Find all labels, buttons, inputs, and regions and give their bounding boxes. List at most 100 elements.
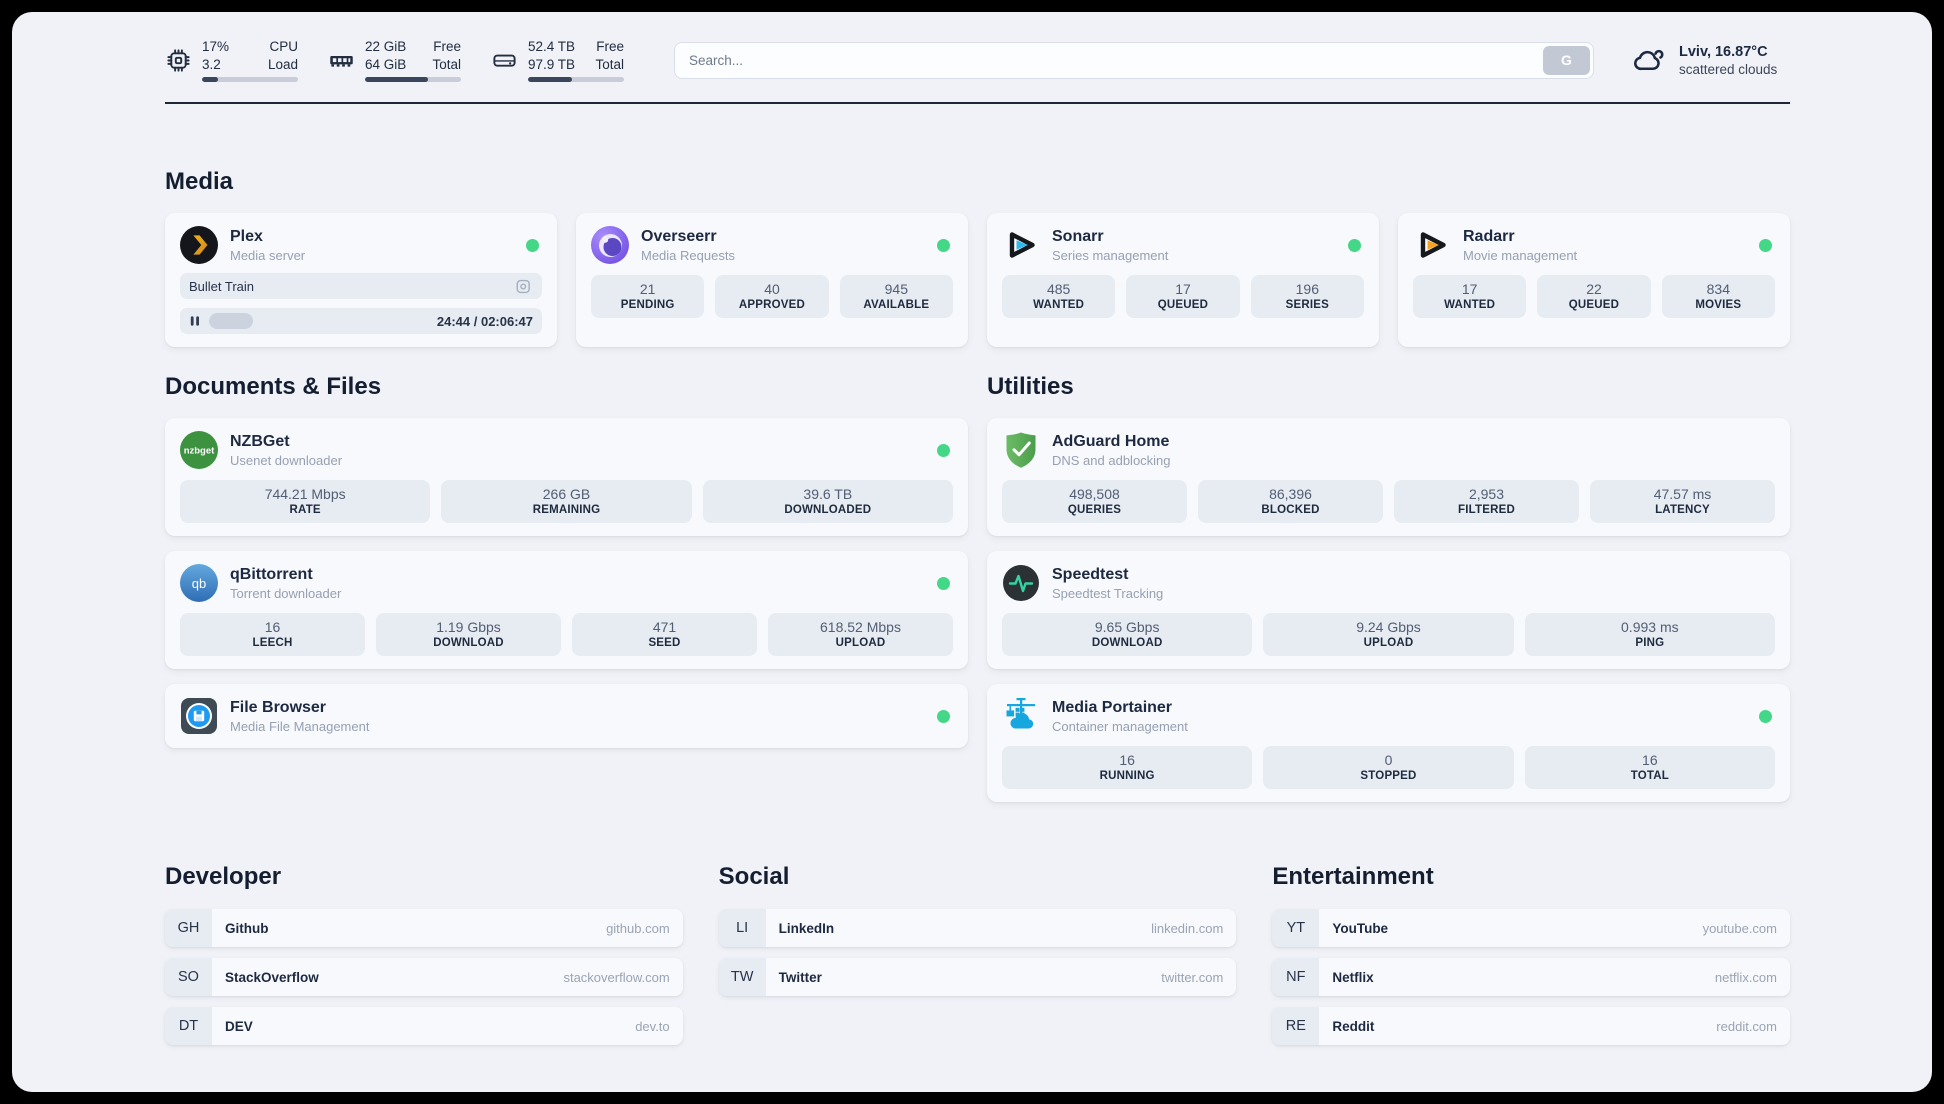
search-input[interactable]	[675, 42, 1540, 78]
cpu-icon	[165, 47, 192, 74]
cpu-label: CPU	[269, 39, 298, 54]
dashboard-panel: 17% 3.2 CPU Load	[12, 12, 1932, 1092]
portainer-icon	[1002, 697, 1040, 735]
bookmark-domain: github.com	[606, 920, 670, 936]
service-name: Sonarr	[1052, 228, 1104, 245]
service-description: Speedtest Tracking	[1052, 586, 1164, 602]
bookmark-reddit[interactable]: RE Reddit reddit.com	[1272, 1007, 1790, 1046]
weather-location: Lviv, 16.87°C	[1679, 43, 1768, 60]
service-name: Radarr	[1463, 228, 1515, 245]
section-title-utilities: Utilities	[987, 373, 1074, 401]
resource-widgets: 17% 3.2 CPU Load	[165, 38, 624, 83]
service-link-plex[interactable]: Plex Media server	[180, 226, 305, 265]
bookmark-abbr: YT	[1272, 909, 1320, 948]
bookmark-group-social: Social LI LinkedIn linkedin.com TW Twitt…	[718, 863, 1237, 1056]
qbittorrent-icon: qb	[180, 564, 218, 603]
memory-total-label: Total	[432, 56, 461, 72]
disk-progress-bar	[528, 77, 624, 83]
utilities-column: Utilities AdGuard Home	[987, 373, 1790, 817]
section-title-developer: Developer	[165, 863, 282, 891]
bookmark-stackoverflow[interactable]: SO StackOverflow stackoverflow.com	[165, 958, 683, 997]
service-link-radarr[interactable]: Radarr Movie management	[1413, 226, 1577, 264]
status-dot	[1759, 238, 1772, 252]
nzbget-icon: nzbget	[180, 431, 218, 470]
stat-stopped: 0 STOPPED	[1263, 746, 1514, 790]
status-dot	[1759, 709, 1772, 723]
status-dot	[937, 238, 950, 252]
service-card-nzbget: nzbget NZBGet Usenet downloader 744.21 M…	[165, 418, 968, 537]
stat-queued: 17 QUEUED	[1126, 275, 1240, 319]
bookmark-abbr: NF	[1272, 958, 1320, 997]
bookmark-name: Reddit	[1332, 1018, 1375, 1034]
service-link-overseerr[interactable]: Overseerr Media Requests	[591, 226, 735, 265]
service-card-qbittorrent: qb qBittorrent Torrent downloader 16 LEEC…	[165, 551, 968, 670]
memory-icon	[328, 47, 355, 74]
stat-downloaded: 39.6 TB DOWNLOADED	[702, 480, 953, 524]
disk-total-label: Total	[595, 56, 624, 72]
cpu-progress-bar	[202, 77, 298, 83]
section-title-documents: Documents & Files	[165, 373, 382, 401]
bookmark-name: StackOverflow	[225, 969, 319, 985]
service-name: NZBGet	[230, 433, 290, 450]
stat-running: 16 RUNNING	[1002, 746, 1253, 790]
stat-rate: 744.21 Mbps RATE	[180, 480, 431, 524]
bookmark-netflix[interactable]: NF Netflix netflix.com	[1272, 958, 1790, 997]
speedtest-icon	[1002, 564, 1040, 602]
header-divider	[165, 102, 1790, 105]
bookmark-domain: linkedin.com	[1151, 920, 1224, 936]
bookmark-name: YouTube	[1332, 920, 1389, 936]
stat-queries: 498,508 QUERIES	[1002, 480, 1187, 524]
service-link-sonarr[interactable]: Sonarr Series management	[1002, 226, 1168, 264]
bookmark-abbr: RE	[1272, 1007, 1320, 1046]
bookmark-github[interactable]: GH Github github.com	[165, 909, 683, 948]
service-name: Overseerr	[641, 228, 717, 245]
svg-text:nzbget: nzbget	[184, 446, 215, 457]
service-card-adguard: AdGuard Home DNS and adblocking 498,508 Q…	[987, 418, 1790, 537]
now-playing-title: Bullet Train	[189, 278, 255, 294]
service-card-portainer: Media Portainer Container management 16 R…	[987, 684, 1790, 803]
stat-queued: 22 QUEUED	[1537, 275, 1651, 319]
service-card-speedtest: Speedtest Speedtest Tracking 9.65 Gbps DO…	[987, 551, 1790, 670]
cpu-load-label: Load	[267, 56, 298, 72]
bookmark-dev[interactable]: DT DEV dev.to	[165, 1007, 683, 1046]
bookmark-domain: stackoverflow.com	[563, 969, 670, 985]
service-link-adguard[interactable]: AdGuard Home DNS and adblocking	[1002, 431, 1171, 469]
service-description: Usenet downloader	[230, 453, 343, 469]
stat-leech: 16 LEECH	[180, 613, 365, 657]
filebrowser-icon	[180, 697, 218, 735]
service-card-plex: Plex Media server Bullet Train 24:44 / 0…	[165, 213, 557, 348]
bookmark-group-developer: Developer GH Github github.com SO StackO…	[165, 863, 683, 1056]
weather-widget: Lviv, 16.87°C scattered clouds	[1632, 44, 1790, 77]
plex-icon	[180, 226, 218, 265]
service-link-qbittorrent[interactable]: qb qBittorrent Torrent downloader	[180, 564, 342, 603]
section-title-media: Media	[165, 168, 234, 196]
bookmark-group-entertainment: Entertainment YT YouTube youtube.com NF …	[1272, 863, 1790, 1056]
bookmark-youtube[interactable]: YT YouTube youtube.com	[1272, 909, 1790, 948]
disk-free-label: Free	[596, 39, 624, 54]
bookmark-name: LinkedIn	[778, 920, 835, 936]
overseerr-icon	[591, 226, 629, 265]
search-box: G	[674, 41, 1594, 79]
service-link-filebrowser[interactable]: File Browser Media File Management	[180, 697, 369, 735]
stat-total: 16 TOTAL	[1524, 746, 1775, 790]
service-description: Torrent downloader	[230, 586, 342, 602]
bookmark-twitter[interactable]: TW Twitter twitter.com	[718, 958, 1237, 997]
stat-filtered: 2,953 FILTERED	[1394, 480, 1579, 524]
memory-widget: 22 GiB 64 GiB Free Total	[328, 38, 461, 83]
top-bar: 17% 3.2 CPU Load	[165, 38, 1790, 83]
status-dot	[937, 576, 950, 590]
bookmark-linkedin[interactable]: LI LinkedIn linkedin.com	[718, 909, 1237, 948]
bookmark-name: Twitter	[778, 969, 822, 985]
cpu-usage-value: 17%	[202, 39, 230, 54]
stat-pending: 21 PENDING	[591, 275, 705, 319]
cpu-load-value: 3.2	[202, 56, 221, 72]
service-link-speedtest[interactable]: Speedtest Speedtest Tracking	[1002, 564, 1163, 602]
sonarr-icon	[1002, 226, 1040, 264]
service-link-portainer[interactable]: Media Portainer Container management	[1002, 697, 1188, 735]
weather-condition: scattered clouds	[1679, 61, 1778, 77]
stat-remaining: 266 GB REMAINING	[441, 480, 692, 524]
memory-total-value: 64 GiB	[365, 56, 407, 72]
service-link-nzbget[interactable]: nzbget NZBGet Usenet downloader	[180, 431, 343, 470]
search-provider-button[interactable]: G	[1543, 45, 1590, 75]
service-description: Media File Management	[230, 719, 370, 735]
